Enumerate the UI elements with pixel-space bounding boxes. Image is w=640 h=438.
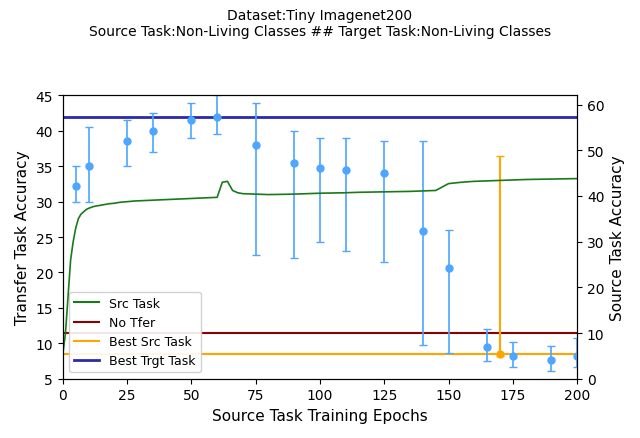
Text: Dataset:Tiny Imagenet200
Source Task:Non-Living Classes ## Target Task:Non-Livin: Dataset:Tiny Imagenet200 Source Task:Non…: [89, 9, 551, 39]
Y-axis label: Transfer Task Accuracy: Transfer Task Accuracy: [15, 150, 30, 325]
Y-axis label: Source Task Accuracy: Source Task Accuracy: [610, 155, 625, 320]
Legend: Src Task, No Tfer, Best Src Task, Best Trgt Task: Src Task, No Tfer, Best Src Task, Best T…: [69, 292, 201, 373]
X-axis label: Source Task Training Epochs: Source Task Training Epochs: [212, 408, 428, 423]
